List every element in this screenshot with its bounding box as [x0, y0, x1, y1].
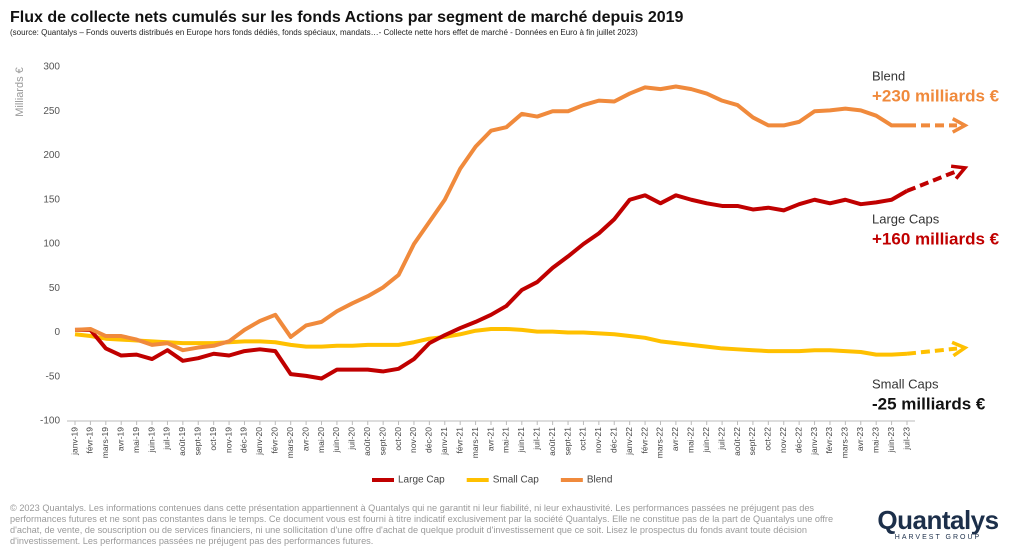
annotation: +230 milliards € [872, 86, 1000, 105]
x-tick-label: mars-20 [285, 427, 295, 458]
annotation: Large Caps [872, 211, 940, 226]
x-tick-label: sept-19 [193, 427, 203, 456]
x-tick-label: janv-20 [254, 427, 264, 456]
legend-label: Small Cap [493, 475, 540, 486]
x-tick-label: déc-20 [424, 427, 434, 453]
x-tick-label: juin-19 [146, 427, 156, 454]
x-tick-label: avr-19 [115, 427, 125, 451]
x-tick-label: juin-21 [516, 427, 526, 454]
x-tick-label: mai-19 [131, 427, 141, 453]
x-tick-label: juin-23 [886, 427, 896, 454]
x-tick-label: déc-22 [793, 427, 803, 453]
trend-arrow [906, 346, 958, 356]
x-tick-label: sept-20 [377, 427, 387, 456]
x-tick-label: nov-19 [223, 427, 233, 453]
arrow-head [951, 340, 969, 358]
x-tick-label: oct-19 [208, 427, 218, 451]
chart: Flux de collecte nets cumulés sur les fo… [10, 9, 1000, 486]
x-tick-label: avr-22 [670, 427, 680, 451]
x-tick-label: nov-21 [593, 427, 603, 453]
x-tick-label: janv-22 [624, 427, 634, 456]
x-tick-label: août-20 [362, 427, 372, 456]
arrow-head [951, 117, 969, 134]
y-tick-label: 0 [54, 327, 60, 338]
series-line [74, 84, 907, 353]
x-tick-label: mai-21 [501, 427, 511, 453]
x-tick-label: avr-21 [485, 427, 495, 451]
x-tick-label: mai-20 [316, 427, 326, 453]
x-tick-label: mars-23 [840, 427, 850, 458]
x-tick-label: sept-21 [562, 427, 572, 456]
x-tick-label: févr-22 [639, 427, 649, 454]
x-tick-label: avr-23 [855, 427, 865, 451]
x-tick-label: févr-23 [824, 427, 834, 454]
annotation: +160 milliards € [872, 229, 1000, 248]
x-tick-label: mars-22 [655, 427, 665, 458]
series-line [75, 189, 908, 381]
logo-tagline: HARVEST GROUP [894, 534, 982, 541]
y-tick-label: 150 [43, 194, 60, 205]
logo: Quantalys HARVEST GROUP [868, 505, 1008, 541]
x-tick-label: juil-19 [162, 427, 172, 451]
x-tick-label: juil-23 [901, 427, 911, 451]
y-tick-label: 50 [49, 283, 61, 294]
x-tick-label: oct-21 [578, 427, 588, 451]
x-tick-label: mai-23 [870, 427, 880, 453]
logo-name: Quantalys [877, 505, 999, 535]
x-tick-label: janv-19 [69, 427, 79, 456]
x-tick-label: déc-21 [609, 427, 619, 453]
y-axis-label: Milliards € [14, 67, 26, 117]
y-tick-label: 200 [43, 150, 60, 161]
x-tick-label: mars-21 [470, 427, 480, 458]
x-tick-label: févr-20 [270, 427, 280, 454]
x-tick-label: juin-20 [331, 427, 341, 454]
x-tick-label: févr-19 [85, 427, 95, 454]
chart-subtitle: (source: Quantalys – Fonds ouverts distr… [10, 28, 638, 37]
disclaimer: © 2023 Quantalys. Les informations conte… [10, 503, 834, 546]
y-tick-label: 300 [43, 62, 60, 73]
annotation: Small Caps [872, 376, 939, 391]
y-tick-label: -50 [46, 371, 61, 382]
x-tick-label: nov-20 [408, 427, 418, 453]
x-tick-label: août-19 [177, 427, 187, 456]
x-tick-label: oct-22 [763, 427, 773, 451]
annotation: -25 milliards € [872, 394, 986, 413]
x-tick-label: févr-21 [454, 427, 464, 454]
chart-title: Flux de collecte nets cumulés sur les fo… [10, 9, 684, 26]
legend-label: Large Cap [398, 475, 445, 486]
x-tick-label: mars-19 [100, 427, 110, 458]
x-tick-label: sept-22 [747, 427, 757, 456]
arrow-head [950, 164, 969, 180]
y-tick-label: 250 [43, 106, 60, 117]
x-tick-label: déc-19 [239, 427, 249, 453]
x-tick-label: janv-21 [439, 427, 449, 456]
legend-label: Blend [587, 475, 613, 486]
x-tick-label: oct-20 [393, 427, 403, 451]
x-tick-label: août-21 [547, 427, 557, 456]
x-tick-label: juin-22 [701, 427, 711, 454]
x-tick-label: juil-22 [716, 427, 726, 451]
trend-arrow [906, 168, 959, 193]
x-tick-label: juil-20 [347, 427, 357, 451]
y-tick-label: 100 [43, 239, 60, 250]
x-tick-label: juil-21 [531, 427, 541, 451]
x-tick-label: août-22 [732, 427, 742, 456]
x-tick-label: mai-22 [686, 427, 696, 453]
x-tick-label: avr-20 [300, 427, 310, 451]
annotation: Blend [872, 68, 905, 83]
series-line [74, 326, 908, 357]
x-tick-label: janv-23 [809, 427, 819, 456]
y-tick-label: -100 [40, 416, 60, 427]
x-tick-label: nov-22 [778, 427, 788, 453]
